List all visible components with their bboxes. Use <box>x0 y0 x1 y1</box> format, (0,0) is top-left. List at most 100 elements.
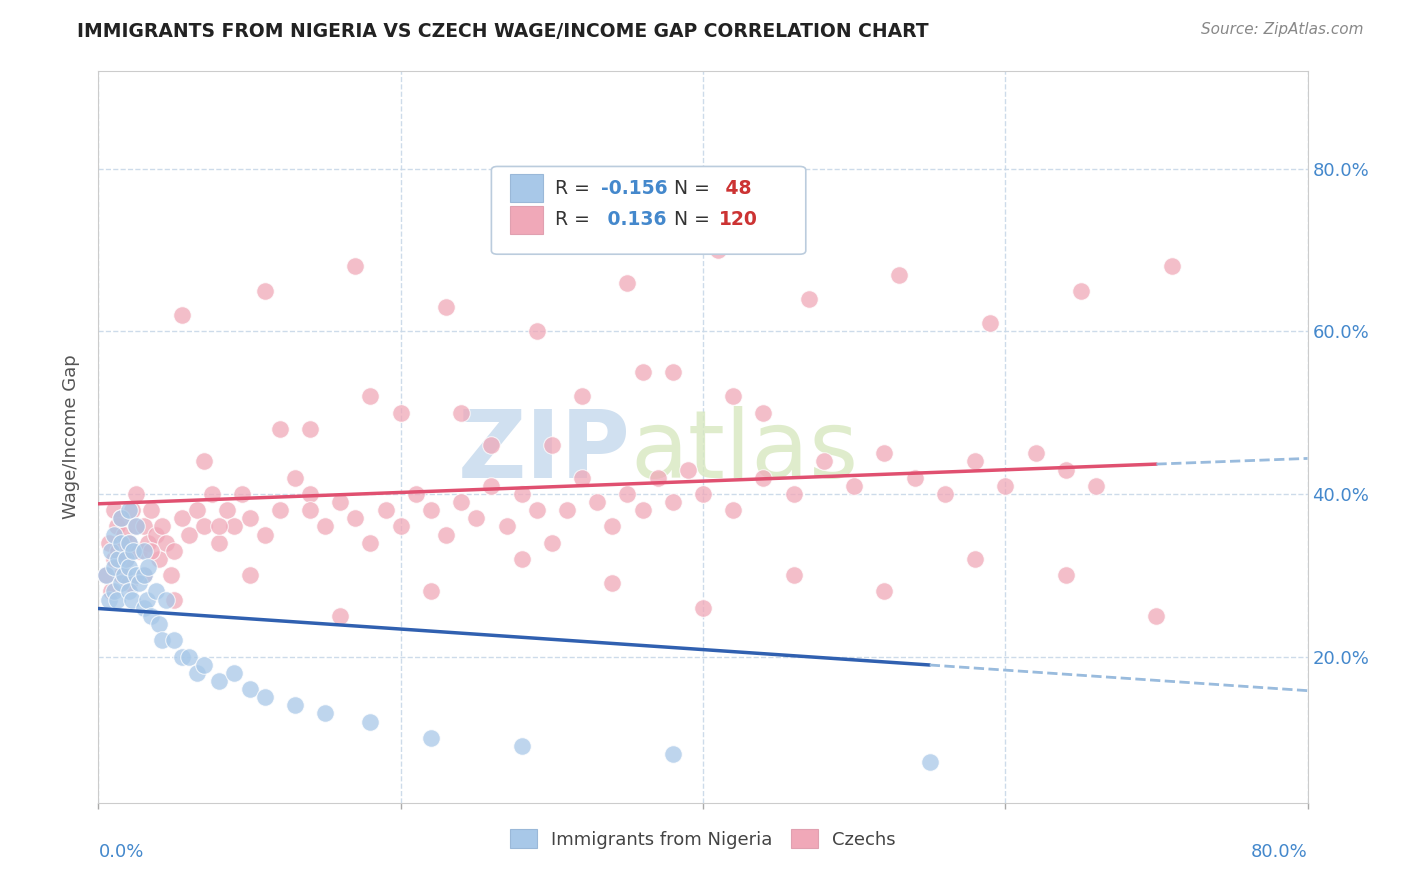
Point <box>179 527 201 541</box>
Point <box>813 454 835 468</box>
Point <box>150 633 173 648</box>
Point <box>98 592 121 607</box>
Point <box>141 608 163 623</box>
Point <box>110 576 132 591</box>
Point <box>405 487 427 501</box>
Point <box>965 454 987 468</box>
Point <box>284 471 307 485</box>
Point <box>450 495 472 509</box>
Point <box>752 406 775 420</box>
Point <box>299 487 322 501</box>
Point <box>224 519 246 533</box>
Point <box>329 495 352 509</box>
Point <box>128 576 150 591</box>
Point <box>389 519 412 533</box>
Point <box>389 406 412 420</box>
Point <box>602 576 624 591</box>
Point <box>118 535 141 549</box>
Point <box>979 316 1001 330</box>
Point <box>616 276 638 290</box>
Point <box>1144 608 1167 623</box>
Text: 120: 120 <box>718 211 758 229</box>
Text: 80.0%: 80.0% <box>1251 843 1308 861</box>
Point <box>1085 479 1108 493</box>
Point <box>873 584 896 599</box>
Point <box>103 552 125 566</box>
Point <box>889 268 911 282</box>
Point <box>135 592 157 607</box>
Point <box>208 519 231 533</box>
Point <box>284 698 307 713</box>
Point <box>965 552 987 566</box>
Point <box>253 284 276 298</box>
Point <box>239 511 262 525</box>
Point <box>110 511 132 525</box>
Point <box>526 325 548 339</box>
Point <box>94 568 117 582</box>
Point <box>420 584 443 599</box>
Point <box>1024 446 1046 460</box>
Point <box>510 739 533 753</box>
Text: 0.136: 0.136 <box>602 211 666 229</box>
Point <box>374 503 396 517</box>
Text: -0.156: -0.156 <box>602 179 668 198</box>
Bar <box>509 206 543 234</box>
Point <box>1160 260 1182 274</box>
Point <box>118 584 141 599</box>
Text: R =: R = <box>555 179 596 198</box>
Text: N =: N = <box>673 179 716 198</box>
Point <box>170 511 193 525</box>
Text: ZIP: ZIP <box>457 406 630 498</box>
Point <box>186 503 208 517</box>
Point <box>125 568 148 582</box>
Point <box>112 568 135 582</box>
Point <box>100 544 122 558</box>
Point <box>193 519 215 533</box>
FancyBboxPatch shape <box>492 167 806 254</box>
Point <box>707 243 730 257</box>
Point <box>163 544 186 558</box>
Point <box>344 260 367 274</box>
Point <box>105 519 128 533</box>
Point <box>231 487 253 501</box>
Point <box>107 552 129 566</box>
Point <box>128 544 150 558</box>
Bar <box>509 175 543 202</box>
Point <box>692 487 714 501</box>
Point <box>420 503 443 517</box>
Point <box>661 747 683 761</box>
Point <box>783 568 806 582</box>
Y-axis label: Wage/Income Gap: Wage/Income Gap <box>62 355 80 519</box>
Point <box>904 471 927 485</box>
Point <box>224 665 246 680</box>
Point <box>450 406 472 420</box>
Point <box>481 438 503 452</box>
Point <box>118 560 141 574</box>
Point <box>125 487 148 501</box>
Point <box>105 592 128 607</box>
Legend: Immigrants from Nigeria, Czechs: Immigrants from Nigeria, Czechs <box>503 822 903 856</box>
Point <box>360 389 382 403</box>
Point <box>201 487 224 501</box>
Point <box>118 576 141 591</box>
Point <box>239 568 262 582</box>
Point <box>1070 284 1092 298</box>
Point <box>344 511 367 525</box>
Point <box>170 649 193 664</box>
Point <box>676 462 699 476</box>
Point <box>253 690 276 705</box>
Point <box>647 471 669 485</box>
Point <box>329 608 352 623</box>
Point <box>692 600 714 615</box>
Point <box>132 519 155 533</box>
Point <box>571 471 593 485</box>
Point <box>269 422 291 436</box>
Point <box>526 503 548 517</box>
Text: R =: R = <box>555 211 596 229</box>
Point <box>208 673 231 688</box>
Point <box>215 503 238 517</box>
Point <box>94 568 117 582</box>
Text: Source: ZipAtlas.com: Source: ZipAtlas.com <box>1201 22 1364 37</box>
Point <box>145 584 167 599</box>
Point <box>148 552 170 566</box>
